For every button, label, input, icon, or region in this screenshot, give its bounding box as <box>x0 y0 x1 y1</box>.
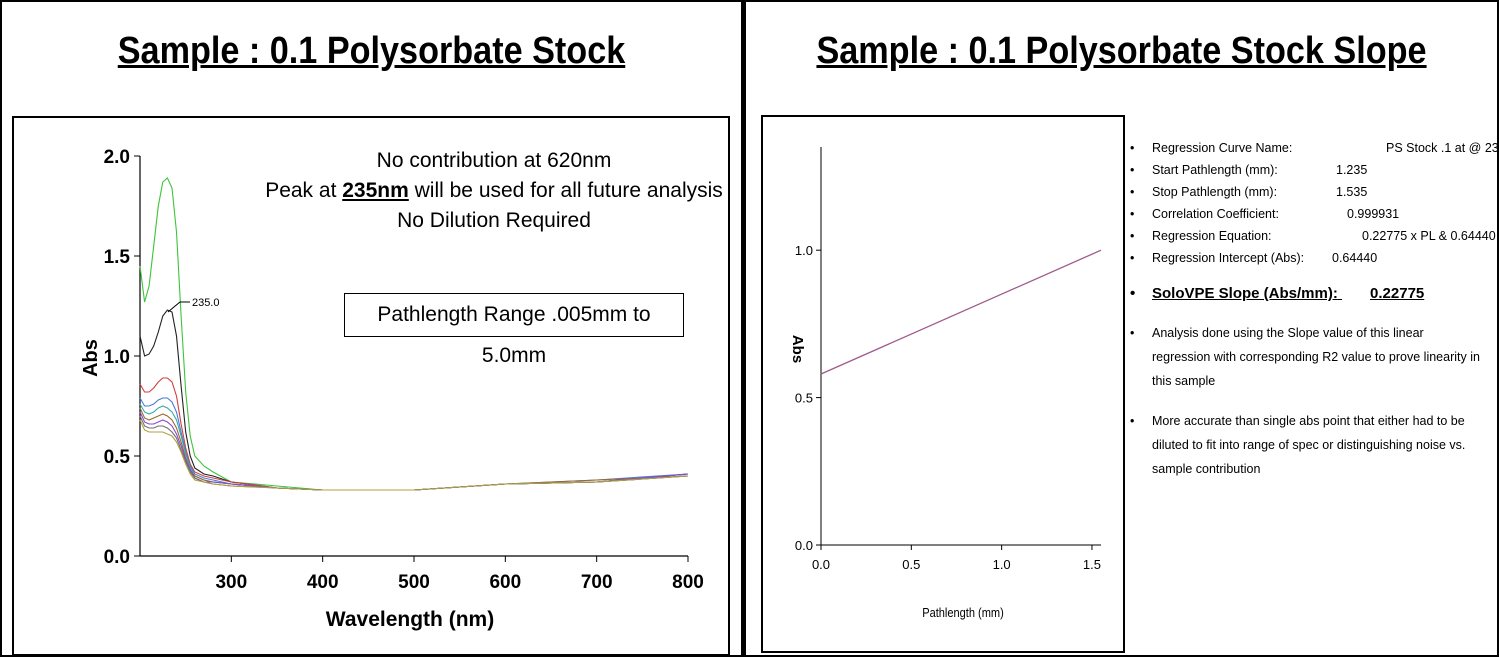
slope-x-tick-label: 1.0 <box>993 557 1011 572</box>
bullet-dot: • <box>1130 251 1135 265</box>
bullet-value: 0.999931 <box>1347 207 1400 221</box>
spectrum-series-line <box>139 377 689 491</box>
analysis-note-1-text: Analysis done using the Slope value of t… <box>1152 326 1480 388</box>
left-slide-panel: Sample : 0.1 Polysorbate Stock 300 400 500… <box>0 0 744 657</box>
y-tick-label: 1.0 <box>104 347 130 368</box>
x-tick-label: 600 <box>489 572 521 593</box>
regression-bullet: • Start Pathlength (mm): 1.235 <box>1124 159 1499 181</box>
bullet-dot: • <box>1130 207 1135 221</box>
regression-bullet: • Correlation Coefficient: 0.999931 <box>1124 203 1499 225</box>
bullet-key: Regression Intercept (Abs): <box>1152 251 1305 265</box>
y-axis-label: Abs <box>80 339 102 377</box>
right-slide-title: Sample : 0.1 Polysorbate Stock Slope <box>816 30 1427 72</box>
slope-x-axis-label: Pathlength (mm) <box>922 605 1004 620</box>
bullet-dot: • <box>1130 163 1135 177</box>
x-tick-label: 700 <box>581 572 613 593</box>
analysis-note-2-text: More accurate than single abs point that… <box>1152 414 1466 476</box>
slope-y-tick-label: 1.0 <box>795 243 813 258</box>
peak-annotation-leader <box>167 301 190 313</box>
y-tick-label: 0.5 <box>104 447 131 468</box>
regression-bullet: • Regression Intercept (Abs): 0.64440 <box>1124 247 1499 269</box>
note-line-2: Peak at 235nm will be used for all futur… <box>264 176 724 206</box>
bullet-dot: • <box>1130 326 1135 340</box>
regression-bullet: • Regression Curve Name: PS Stock .1 at @ … <box>1124 137 1499 159</box>
x-tick-label: 300 <box>215 572 247 593</box>
slope-summary-row: • SoloVPE Slope (Abs/mm): 0.22775 <box>1124 283 1499 305</box>
bullet-value: 0.22775 x PL & 0.64440 <box>1362 229 1496 243</box>
spectrum-series-line <box>139 411 689 491</box>
y-tick-label: 0.0 <box>104 547 130 568</box>
bullet-key: Correlation Coefficient: <box>1152 207 1279 221</box>
left-slide-title: Sample : 0.1 Polysorbate Stock <box>117 30 626 72</box>
note-line-2-prefix: Peak at <box>265 179 343 202</box>
pathlength-range-box: Pathlength Range .005mm to 5.0mm <box>344 293 684 367</box>
bullet-value: 1.535 <box>1336 185 1368 199</box>
bullet-dot: • <box>1130 414 1135 428</box>
note-line-1: No contribution at 620nm <box>376 149 612 172</box>
slope-value: 0.22775 <box>1370 285 1425 302</box>
bullet-key: Stop Pathlength (mm): <box>1152 185 1278 199</box>
slope-y-axis-label: Abs <box>789 335 806 363</box>
bullet-value: PS Stock .1 at @ 235.00nm <box>1386 141 1499 155</box>
chart-notes: No contribution at 620nm Peak at 235nm w… <box>264 146 724 236</box>
regression-summary: • Regression Curve Name: PS Stock .1 at @ … <box>1124 137 1499 481</box>
slope-chart-frame: 0.0 0.5 1.0 1.5 0.0 0.5 1.0 Pathlength (mm) Ab… <box>761 115 1125 653</box>
x-tick-label: 400 <box>307 572 339 593</box>
bullet-dot: • <box>1130 229 1135 243</box>
bullet-dot: • <box>1130 141 1135 155</box>
bullet-key: Start Pathlength (mm): <box>1152 163 1278 177</box>
spectrum-chart-frame: 300 400 500 600 700 800 0.0 0.5 1.0 1.5 2.0 235.0 … <box>12 116 730 656</box>
x-tick-label: 500 <box>398 572 430 593</box>
bullet-key: Regression Equation: <box>1152 229 1272 243</box>
spectrum-series-line <box>139 397 689 491</box>
bullet-value: 0.64440 <box>1332 251 1378 265</box>
regression-line <box>820 249 1102 375</box>
bullet-key: Regression Curve Name: <box>1152 141 1293 155</box>
slope-x-tick-label: 0.5 <box>902 557 920 572</box>
analysis-note-2: • More accurate than single abs point th… <box>1124 409 1482 481</box>
slope-x-tick-label: 1.5 <box>1083 557 1101 572</box>
slope-y-tick-label: 0.5 <box>795 391 813 406</box>
bullet-dot: • <box>1130 285 1136 302</box>
note-line-3: No Dilution Required <box>397 209 591 232</box>
y-tick-label: 1.5 <box>104 247 131 268</box>
y-tick-label: 2.0 <box>104 147 130 168</box>
regression-bullet-list: • Regression Curve Name: PS Stock .1 at @ … <box>1124 137 1499 269</box>
spectrum-series-line <box>139 419 689 491</box>
slope-y-tick-label: 0.0 <box>795 538 813 553</box>
regression-bullet: • Stop Pathlength (mm): 1.535 <box>1124 181 1499 203</box>
note-line-2-suffix: will be used for all future analysis <box>408 179 723 202</box>
bullet-value: 1.235 <box>1336 163 1368 177</box>
right-slide-panel: Sample : 0.1 Polysorbate Stock Slope 0.0… <box>744 0 1499 657</box>
note-line-2-emphasis: 235nm <box>342 179 409 202</box>
x-tick-label: 800 <box>672 572 704 593</box>
slope-label: SoloVPE Slope (Abs/mm): <box>1152 285 1338 302</box>
slope-x-tick-label: 0.0 <box>812 557 830 572</box>
analysis-note-1: • Analysis done using the Slope value of… <box>1124 321 1482 393</box>
regression-bullet: • Regression Equation: 0.22775 x PL & 0.64… <box>1124 225 1499 247</box>
peak-annotation-label: 235.0 <box>192 297 220 309</box>
x-axis-label: Wavelength (nm) <box>326 608 494 631</box>
spectrum-series-line <box>139 309 689 491</box>
spectrum-series-line <box>139 407 689 491</box>
bullet-dot: • <box>1130 185 1135 199</box>
slope-chart: 0.0 0.5 1.0 1.5 0.0 0.5 1.0 Pathlength (mm) Ab… <box>789 147 1102 620</box>
